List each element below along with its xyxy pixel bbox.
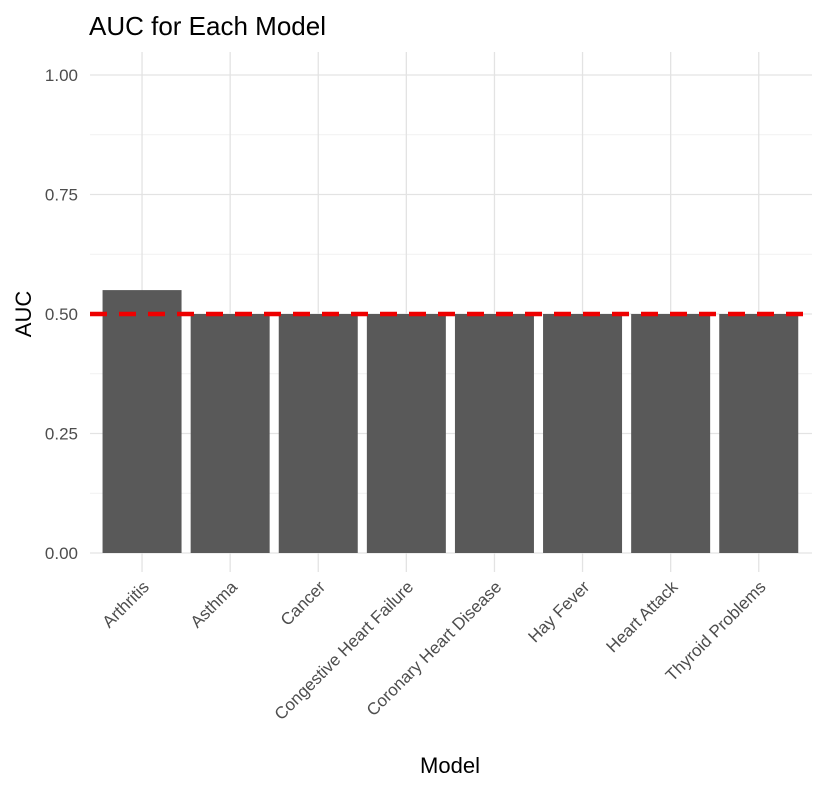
x-tick-label: Arthritis — [99, 577, 153, 631]
y-axis-ticks: 0.00 0.25 0.50 0.75 1.00 — [45, 66, 78, 563]
bar — [366, 314, 446, 553]
y-tick-label: 0.00 — [45, 544, 78, 563]
bar — [719, 314, 799, 553]
x-tick-label: Hay Fever — [524, 577, 593, 646]
x-tick-label: Heart Attack — [603, 577, 682, 656]
x-axis-label: Model — [420, 753, 480, 778]
y-tick-label: 0.25 — [45, 425, 78, 444]
chart-title: AUC for Each Model — [89, 11, 326, 41]
x-tick-label: Cancer — [277, 577, 329, 629]
y-tick-label: 1.00 — [45, 66, 78, 85]
x-tick-label: Asthma — [187, 577, 242, 632]
bar — [102, 290, 182, 553]
y-tick-label: 0.75 — [45, 186, 78, 205]
bar — [454, 314, 534, 553]
y-tick-label: 0.50 — [45, 305, 78, 324]
y-axis-label: AUC — [11, 291, 36, 338]
bars — [102, 290, 799, 553]
bar — [278, 314, 358, 553]
bar — [631, 314, 711, 553]
bar — [190, 314, 270, 553]
bar — [543, 314, 623, 553]
